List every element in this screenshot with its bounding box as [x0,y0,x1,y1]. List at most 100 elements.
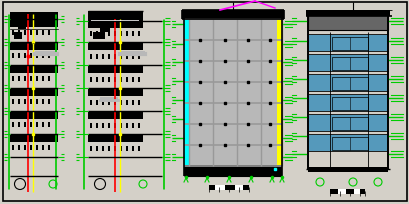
Bar [96,78,98,83]
Bar [36,100,38,104]
Bar [120,123,122,128]
Bar [331,137,367,150]
Bar [48,54,50,59]
Bar [18,77,20,82]
Bar [12,54,14,59]
Bar [108,78,110,83]
Bar [42,54,44,59]
Bar [90,55,92,60]
Bar [120,32,122,37]
Bar [132,32,134,37]
Bar [132,78,134,83]
Bar [331,98,367,110]
Bar [10,112,58,119]
Bar [102,101,104,105]
Bar [307,76,387,92]
Bar [120,146,122,151]
Bar [120,55,122,60]
Bar [88,135,143,142]
Bar [90,32,92,37]
Bar [120,52,145,57]
Bar [88,44,143,51]
Bar [23,39,35,43]
Bar [114,55,116,60]
Bar [114,101,116,105]
Bar [108,146,110,151]
Bar [331,78,367,91]
Bar [182,11,283,20]
Bar [132,123,134,128]
Bar [48,100,50,104]
Bar [307,15,387,31]
Bar [18,145,20,150]
Bar [307,167,387,172]
Bar [10,44,58,51]
Bar [36,54,38,59]
Bar [276,19,281,166]
Bar [138,55,139,60]
Bar [88,12,143,22]
Bar [126,32,128,37]
Bar [102,146,104,151]
Bar [24,145,26,150]
Bar [10,135,58,142]
Bar [126,78,128,83]
Bar [90,146,92,151]
Bar [307,115,387,131]
Bar [88,112,143,119]
Bar [30,54,32,59]
Bar [42,77,44,82]
Bar [12,122,14,127]
Bar [100,98,118,102]
Bar [102,78,104,83]
Bar [214,185,225,190]
Bar [114,78,116,83]
Bar [138,123,139,128]
Bar [10,67,58,74]
Bar [30,122,32,127]
Bar [30,77,32,82]
Bar [96,146,98,151]
Bar [24,100,26,104]
Bar [18,31,20,36]
Bar [209,185,248,190]
Bar [93,33,105,40]
Bar [138,32,139,37]
Bar [24,77,26,82]
Bar [108,20,122,27]
Bar [108,55,110,60]
Bar [126,123,128,128]
Bar [138,146,139,151]
Bar [331,58,367,71]
Bar [24,54,26,59]
Bar [184,19,189,166]
Bar [88,90,143,96]
Bar [108,101,110,105]
Bar [331,78,367,91]
Bar [30,145,32,150]
Bar [42,31,44,36]
Bar [102,123,104,128]
Bar [329,189,364,194]
Bar [88,22,143,29]
Bar [36,31,38,36]
Bar [12,145,14,150]
Bar [96,101,98,105]
Bar [331,98,367,110]
Bar [12,31,14,36]
Bar [24,122,26,127]
Bar [120,101,122,105]
Bar [18,100,20,104]
Bar [132,55,134,60]
Bar [331,38,367,51]
Bar [184,165,281,176]
Bar [102,55,104,60]
Bar [48,122,50,127]
Bar [96,123,98,128]
Bar [234,185,243,190]
Bar [331,137,367,150]
Bar [114,146,116,151]
Bar [10,13,58,22]
Bar [331,38,367,51]
Bar [331,118,367,130]
